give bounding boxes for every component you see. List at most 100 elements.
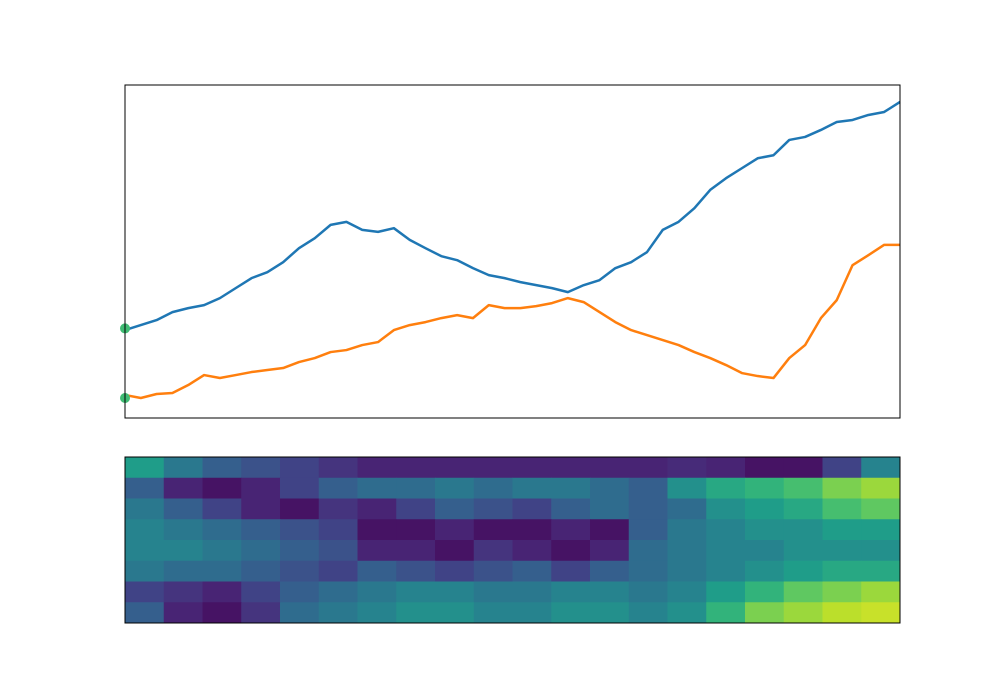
heatmap-cell xyxy=(861,540,901,562)
heatmap-cell xyxy=(628,519,668,541)
heatmap-cell xyxy=(241,498,281,520)
line-series xyxy=(124,100,901,332)
heatmap-cell xyxy=(822,560,862,582)
heatmap-cell xyxy=(706,602,746,624)
heatmap-cell xyxy=(318,560,358,582)
heatmap-cell xyxy=(241,581,281,603)
heatmap-cell xyxy=(357,477,397,499)
heatmap-cell xyxy=(163,602,203,624)
heatmap-cell xyxy=(241,560,281,582)
heatmap-cell xyxy=(783,581,823,603)
heatmap-cell xyxy=(125,519,165,541)
heatmap-cell xyxy=(396,519,436,541)
heatmap-cell xyxy=(125,560,165,582)
heatmap-cell xyxy=(473,519,513,541)
heatmap-cell xyxy=(512,477,552,499)
heatmap-cell xyxy=(667,477,707,499)
heatmap-cell xyxy=(745,498,785,520)
heatmap-cell xyxy=(822,581,862,603)
heatmap-cell xyxy=(822,477,862,499)
heatmap-cell xyxy=(590,477,630,499)
heatmap-cell xyxy=(590,540,630,562)
heatmap-cell xyxy=(590,602,630,624)
heatmap-cell xyxy=(745,560,785,582)
heatmap-cell xyxy=(280,477,320,499)
heatmap-cell xyxy=(628,477,668,499)
heatmap-cell xyxy=(551,602,591,624)
heatmap-cell xyxy=(745,602,785,624)
heatmap-cell xyxy=(783,560,823,582)
heatmap-cell xyxy=(435,540,475,562)
heatmap-cell xyxy=(512,602,552,624)
heatmap-cell xyxy=(241,477,281,499)
heatmap-cell xyxy=(628,581,668,603)
heatmap-cell xyxy=(396,477,436,499)
heatmap-cell xyxy=(163,498,203,520)
heatmap-cell xyxy=(202,457,242,479)
heatmap-cell xyxy=(861,602,901,624)
heatmap-cell xyxy=(318,519,358,541)
heatmap-cell xyxy=(783,498,823,520)
heatmap-cell xyxy=(628,540,668,562)
heatmap-cell xyxy=(667,498,707,520)
heatmap-cell xyxy=(667,540,707,562)
heatmap-cell xyxy=(202,602,242,624)
heatmap-cell xyxy=(551,560,591,582)
heatmap-cell xyxy=(163,519,203,541)
heatmap-cell xyxy=(551,540,591,562)
heatmap-cell xyxy=(241,519,281,541)
heatmap-cell xyxy=(435,477,475,499)
heatmap-cell xyxy=(280,540,320,562)
heatmap-cell xyxy=(590,457,630,479)
heatmap-cell xyxy=(280,581,320,603)
heatmap-cell xyxy=(125,540,165,562)
heatmap-cell xyxy=(396,457,436,479)
heatmap-cell xyxy=(783,602,823,624)
plot-frame xyxy=(124,456,901,624)
heatmap-cell xyxy=(435,602,475,624)
heatmap-cell xyxy=(512,581,552,603)
heatmap-cell xyxy=(357,560,397,582)
heatmap-cell xyxy=(783,540,823,562)
heatmap-cell xyxy=(706,519,746,541)
heatmap-cell xyxy=(590,560,630,582)
heatmap-cell xyxy=(125,477,165,499)
heatmap-cell xyxy=(745,581,785,603)
heatmap-cell xyxy=(125,602,165,624)
heatmap-cell xyxy=(163,457,203,479)
heatmap-cell xyxy=(280,602,320,624)
heatmap-cell xyxy=(628,457,668,479)
heatmap-cell xyxy=(435,498,475,520)
heatmap-cell xyxy=(318,498,358,520)
heatmap-cell xyxy=(125,581,165,603)
heatmap-cell xyxy=(512,560,552,582)
heatmap-cell xyxy=(551,519,591,541)
heatmap-cell xyxy=(435,457,475,479)
heatmap-cell xyxy=(473,457,513,479)
heatmap-cell xyxy=(202,581,242,603)
heatmap-cell xyxy=(280,519,320,541)
heatmap-cell xyxy=(473,560,513,582)
heatmap-cell xyxy=(163,540,203,562)
heatmap-cell xyxy=(396,498,436,520)
heatmap-cell xyxy=(628,498,668,520)
heatmap-cell xyxy=(861,560,901,582)
heatmap-cell xyxy=(435,581,475,603)
heatmap-cell xyxy=(280,457,320,479)
heatmap-cell xyxy=(783,477,823,499)
heatmap-cell xyxy=(357,457,397,479)
heatmap-cell xyxy=(706,477,746,499)
heatmap-cell xyxy=(551,498,591,520)
heatmap-cell xyxy=(357,498,397,520)
heatmap-cell xyxy=(745,519,785,541)
heatmap-cell xyxy=(551,581,591,603)
heatmap-cell xyxy=(396,602,436,624)
heatmap-cell xyxy=(667,457,707,479)
heatmap-cell xyxy=(590,498,630,520)
heatmap-cell xyxy=(357,602,397,624)
heatmap-cell xyxy=(628,602,668,624)
heatmap-cell xyxy=(745,540,785,562)
heatmap-cell xyxy=(125,498,165,520)
heatmap-cell xyxy=(667,560,707,582)
